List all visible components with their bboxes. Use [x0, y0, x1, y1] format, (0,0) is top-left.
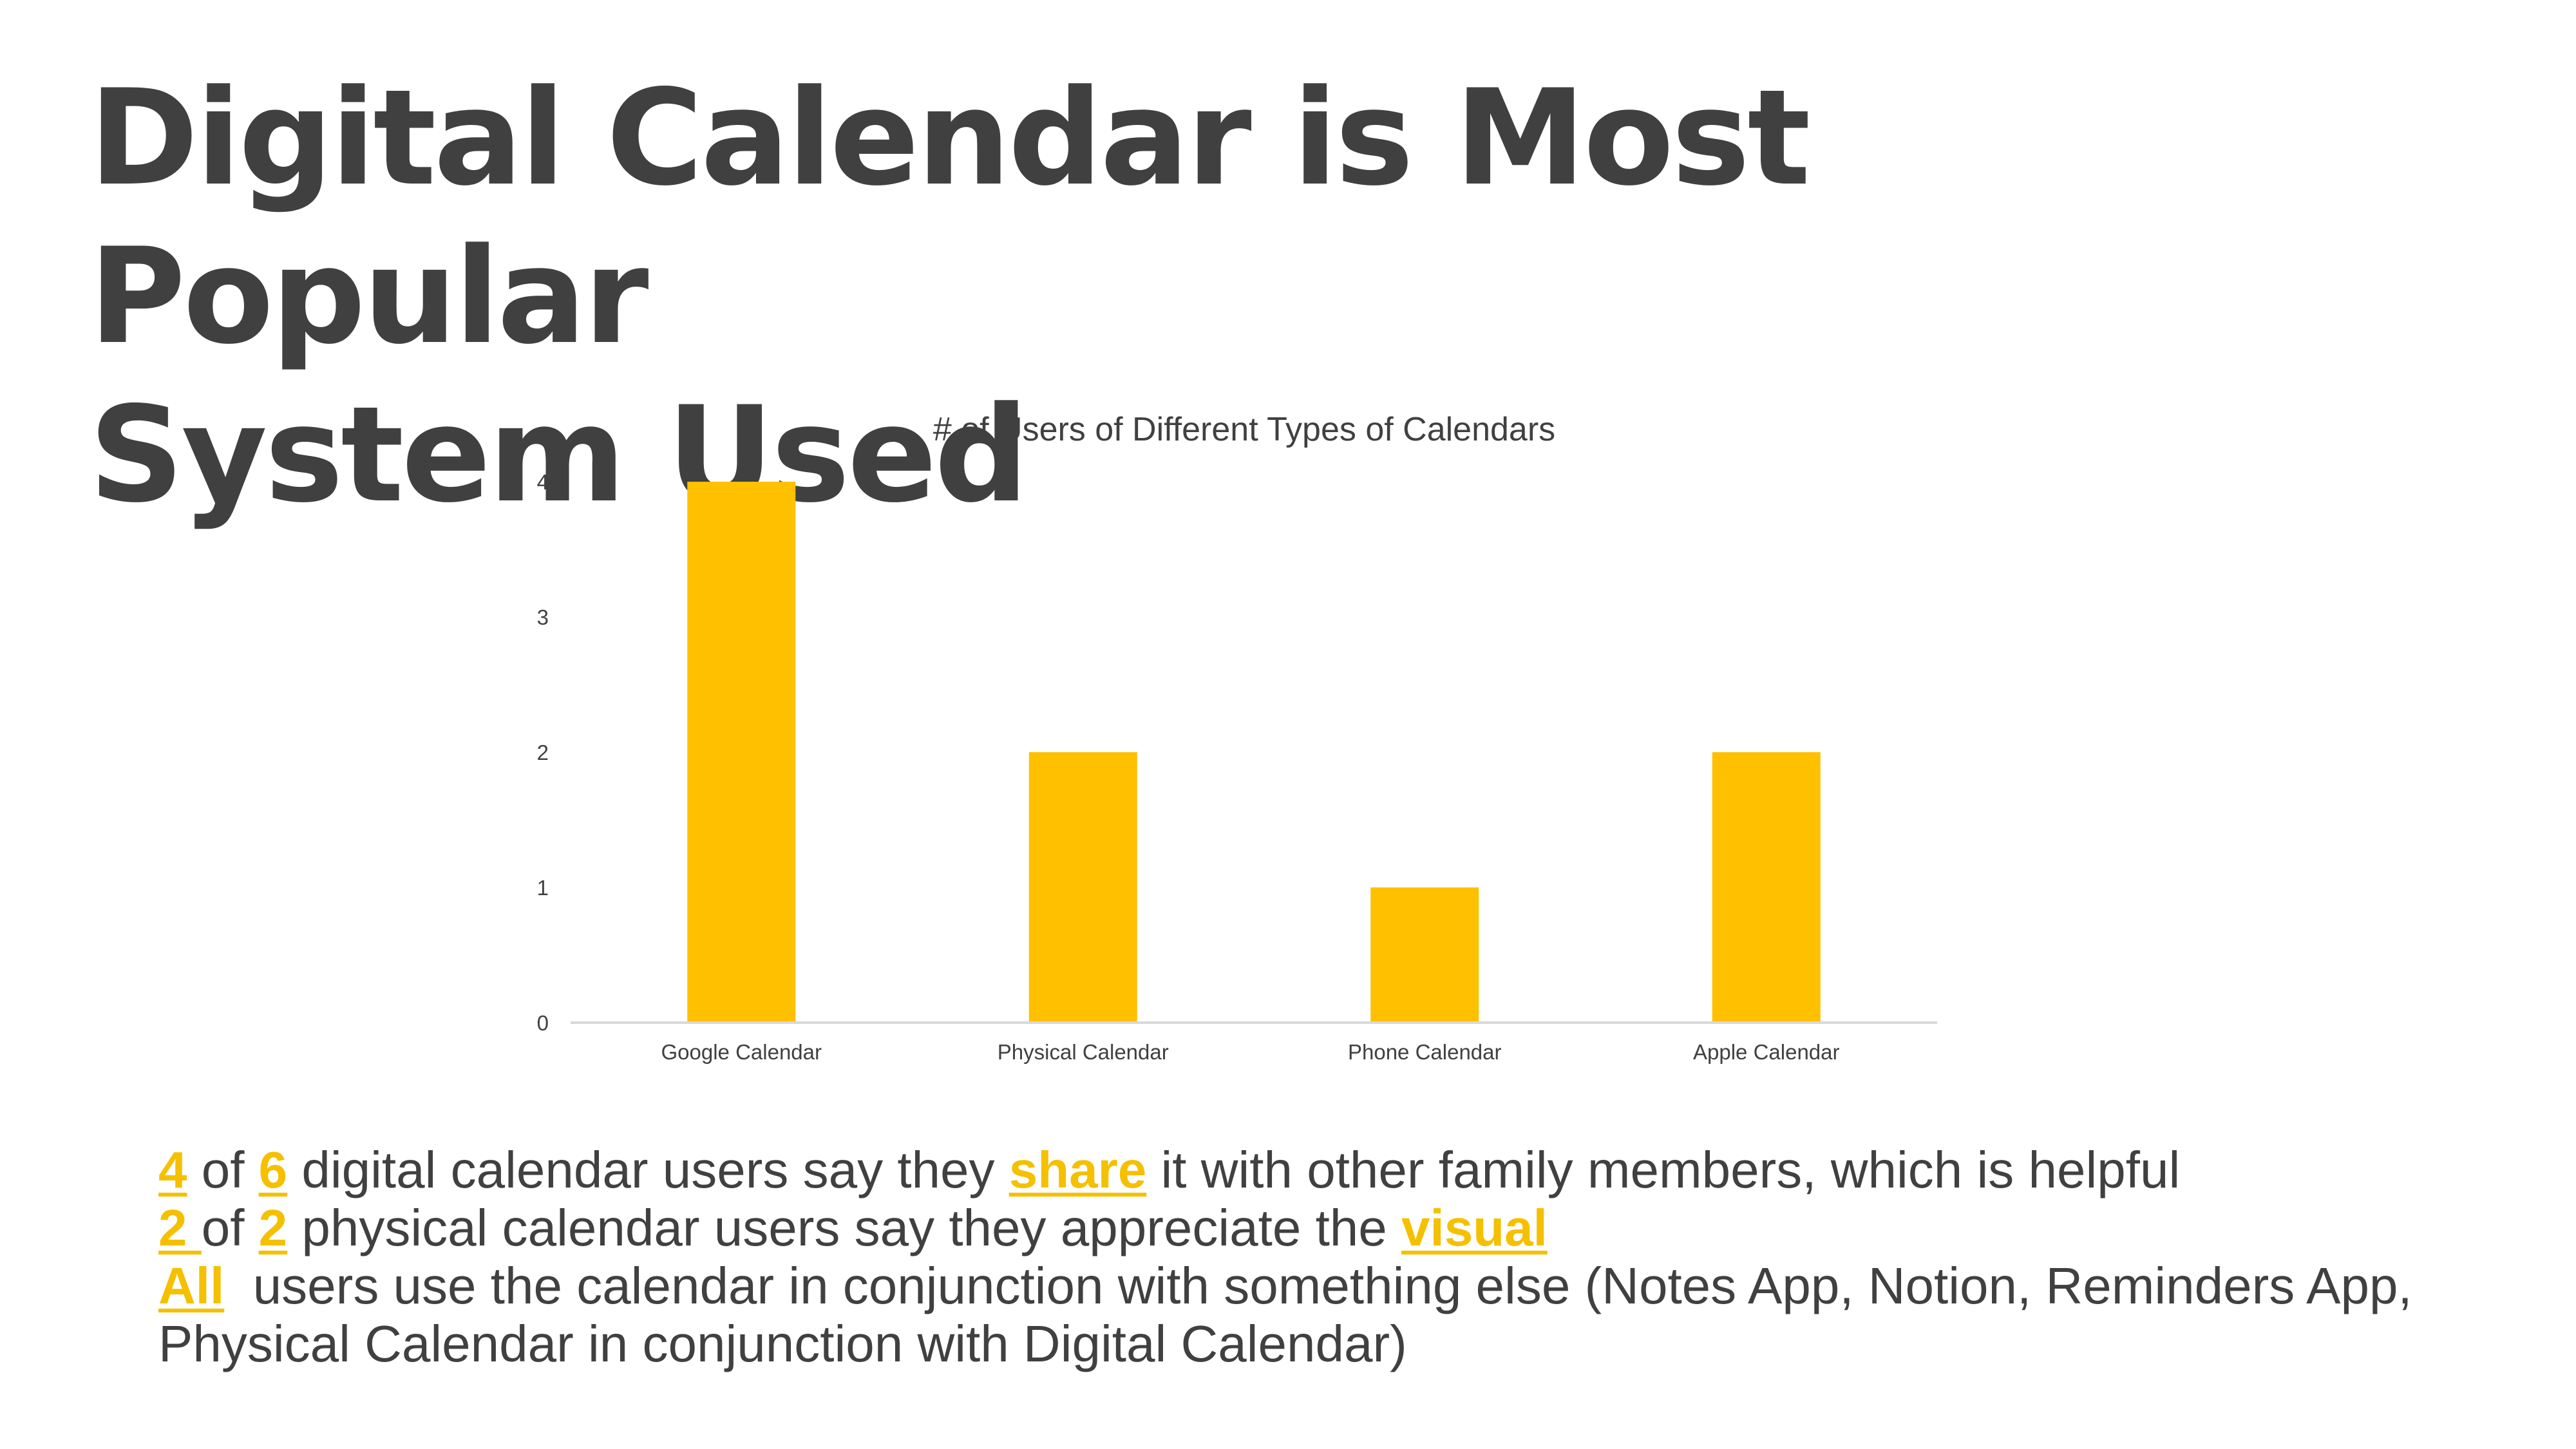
slide-title-line-2: System Used [89, 379, 1029, 532]
body-text: it with other family members, which is h… [1146, 1141, 2181, 1198]
finding-line: Physical Calendar in conjunction with Di… [158, 1315, 2554, 1373]
y-axis-ticks: 0 1 2 3 4 [537, 470, 549, 1035]
slide-title: Digital Calendar is Most Popular System … [89, 59, 2278, 535]
body-text: of [187, 1141, 259, 1198]
highlight-text: 4 [158, 1141, 187, 1198]
finding-line: All users use the calendar in conjunctio… [158, 1257, 2554, 1315]
highlight-text: visual [1401, 1199, 1548, 1256]
bar [1370, 887, 1479, 1023]
x-axis-ticks: Google Calendar Physical Calendar Phone Ca… [661, 1040, 1840, 1064]
highlight-text: share [1009, 1141, 1147, 1198]
y-tick-label: 0 [537, 1011, 549, 1035]
bar [1028, 752, 1137, 1023]
bar-series [687, 482, 1821, 1023]
highlight-text: All [158, 1257, 225, 1314]
bar [687, 482, 796, 1023]
findings-list: 4 of 6 digital calendar users say they s… [158, 1141, 2554, 1373]
bar [1712, 752, 1821, 1023]
x-tick-label: Google Calendar [661, 1040, 822, 1064]
body-text: users use the calendar in conjunction wi… [224, 1257, 2412, 1314]
body-text: physical calendar users say they appreci… [287, 1199, 1402, 1256]
finding-line: 2 of 2 physical calendar users say they … [158, 1199, 2554, 1257]
y-tick-label: 3 [537, 605, 549, 629]
y-tick-label: 1 [537, 876, 549, 900]
highlight-text: 6 [258, 1141, 288, 1198]
x-tick-label: Apple Calendar [1693, 1040, 1840, 1064]
slide-title-line-1: Digital Calendar is Most Popular [89, 62, 1811, 374]
highlight-text: 2 [258, 1199, 288, 1256]
x-tick-label: Physical Calendar [998, 1040, 1169, 1064]
body-text: Physical Calendar in conjunction with Di… [158, 1315, 1407, 1372]
y-tick-label: 2 [537, 741, 549, 764]
finding-line: 4 of 6 digital calendar users say they s… [158, 1141, 2554, 1199]
chart-title: # of Users of Different Types of Calenda… [933, 411, 1555, 448]
highlight-text: 2 [158, 1199, 202, 1256]
body-text: digital calendar users say they [287, 1141, 1009, 1198]
x-tick-label: Phone Calendar [1348, 1040, 1502, 1064]
y-tick-label: 4 [537, 470, 549, 494]
body-text: of [201, 1199, 259, 1256]
